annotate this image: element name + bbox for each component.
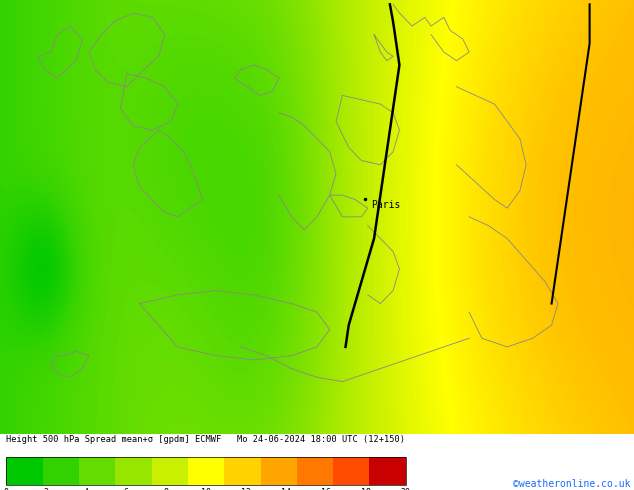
Bar (188, 457, 224, 486)
Text: 14: 14 (281, 488, 291, 490)
Text: ©weatheronline.co.uk: ©weatheronline.co.uk (514, 479, 631, 489)
Text: 2: 2 (44, 488, 49, 490)
Bar (224, 457, 261, 486)
Bar (152, 457, 188, 486)
Bar (333, 457, 370, 486)
Bar (297, 457, 333, 486)
Text: 20: 20 (401, 488, 411, 490)
Text: Paris: Paris (371, 200, 400, 210)
Text: 18: 18 (361, 488, 371, 490)
Bar (261, 457, 297, 486)
Text: 10: 10 (201, 488, 211, 490)
Bar (115, 457, 152, 486)
Bar (6, 457, 42, 486)
Bar (370, 457, 406, 486)
Bar (79, 457, 115, 486)
Bar (42, 457, 79, 486)
Bar (6, 457, 406, 486)
Text: 4: 4 (84, 488, 89, 490)
Text: 8: 8 (164, 488, 169, 490)
Text: Height 500 hPa Spread mean+σ [gpdm] ECMWF   Mo 24-06-2024 18:00 UTC (12+150): Height 500 hPa Spread mean+σ [gpdm] ECMW… (6, 435, 405, 444)
Text: 6: 6 (124, 488, 129, 490)
Text: 12: 12 (241, 488, 251, 490)
Text: 16: 16 (321, 488, 331, 490)
Text: 0: 0 (4, 488, 9, 490)
